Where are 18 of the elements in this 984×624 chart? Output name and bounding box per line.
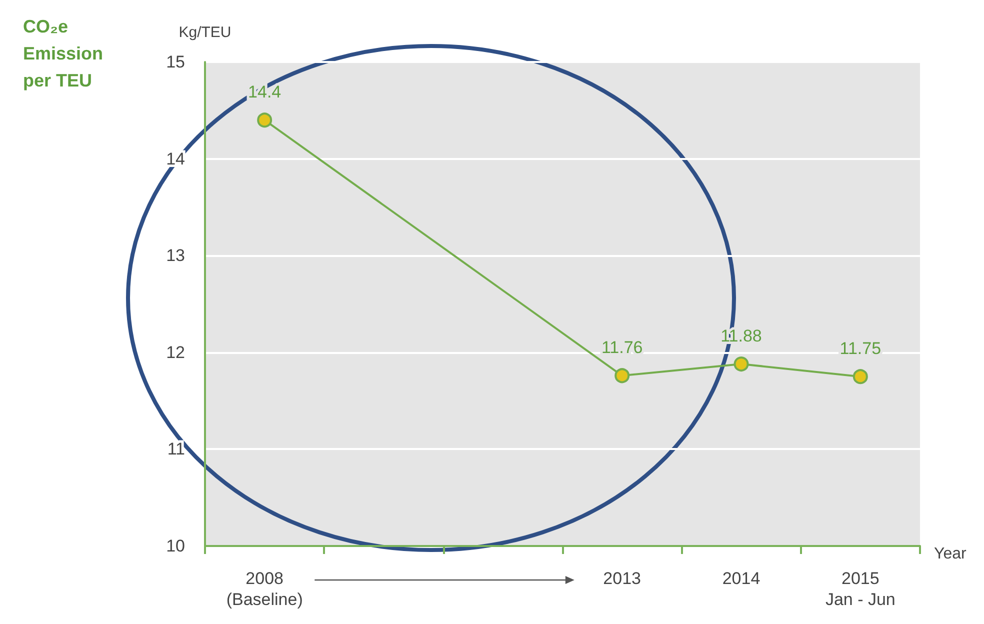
point bbox=[257, 112, 272, 128]
x-axis-title: Year bbox=[934, 546, 967, 562]
point bbox=[614, 368, 630, 384]
y-tick-label: 12 bbox=[166, 342, 185, 362]
y-axis-title: Kg/TEU bbox=[178, 24, 232, 41]
y-tick-label: 13 bbox=[166, 246, 185, 266]
y-tick-label: 11 bbox=[167, 440, 185, 459]
chart-title: CO₂e Emission per TEU bbox=[23, 16, 104, 90]
point bbox=[734, 356, 749, 372]
data-label: 11.76 bbox=[601, 338, 643, 358]
x-tick-label: 2008 (Baseline) bbox=[226, 569, 303, 609]
x-tick-label: 2015 Jan - Jun bbox=[825, 569, 896, 609]
x-tick-label: 2013 bbox=[603, 569, 641, 588]
y-tick-label: 15 bbox=[166, 52, 185, 72]
y-tick-label: 10 bbox=[166, 536, 185, 556]
data-label: 11.75 bbox=[840, 339, 882, 358]
point bbox=[852, 369, 868, 384]
x-tick-label: 2014 bbox=[722, 569, 760, 588]
